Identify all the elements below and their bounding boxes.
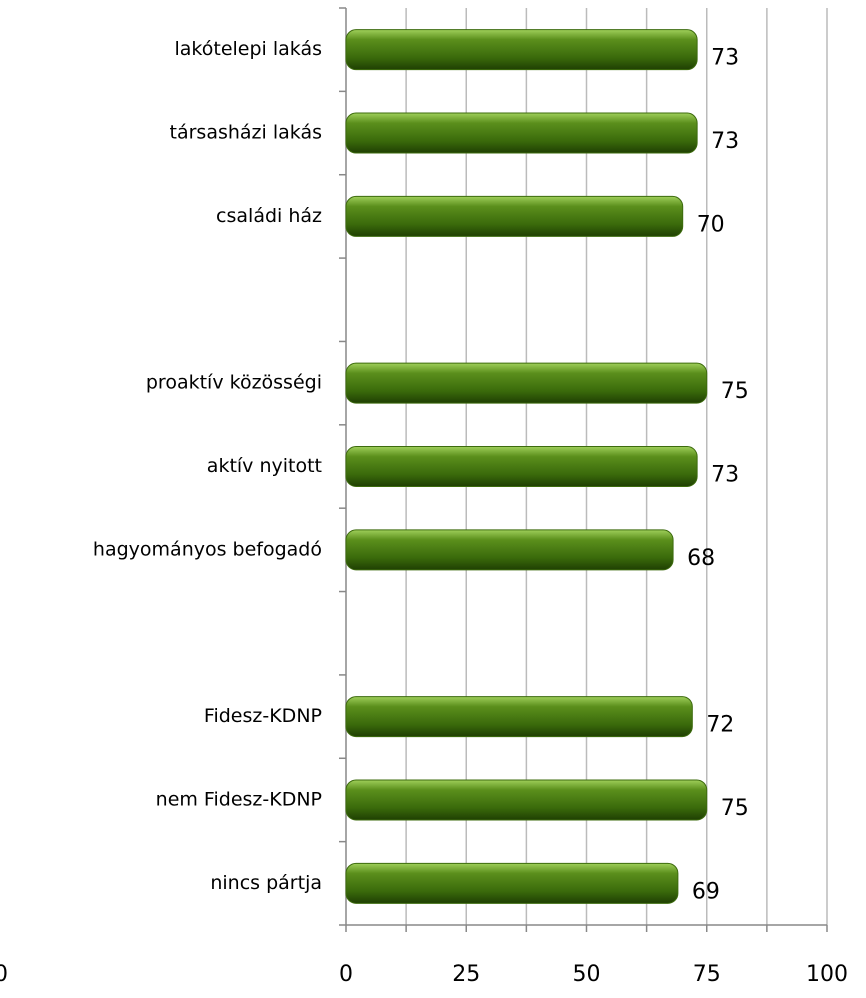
x-tick-label: 25 bbox=[452, 962, 480, 987]
value-label: 73 bbox=[711, 463, 739, 488]
y-tick-label: nincs pártja bbox=[210, 872, 322, 894]
x-tick-label: 0 bbox=[339, 962, 353, 987]
y-tick-label: aktív nyitott bbox=[207, 455, 322, 477]
value-label: 72 bbox=[706, 713, 734, 738]
bar bbox=[345, 112, 698, 154]
value-label: 73 bbox=[711, 129, 739, 154]
y-tick-label: proaktív közösségi bbox=[146, 372, 322, 394]
bar bbox=[345, 529, 674, 571]
bar bbox=[345, 195, 684, 237]
y-tick-label: lakótelepi lakás bbox=[175, 38, 323, 60]
x-tick-label: 75 bbox=[693, 962, 721, 987]
bar bbox=[345, 29, 698, 71]
y-tick-label: hagyományos befogadó bbox=[93, 538, 322, 560]
x-tick-label: 100 bbox=[806, 962, 848, 987]
bar bbox=[345, 696, 693, 738]
bar bbox=[345, 779, 708, 821]
value-label: 75 bbox=[721, 379, 749, 404]
bar bbox=[345, 862, 679, 904]
x-tick-label: 50 bbox=[573, 962, 601, 987]
value-label: 73 bbox=[711, 46, 739, 71]
y-tick-label: családi ház bbox=[216, 205, 322, 227]
value-label: 68 bbox=[687, 546, 715, 571]
y-tick-label: nem Fidesz-KDNP bbox=[156, 788, 322, 810]
y-tick-label: társasházi lakás bbox=[170, 122, 322, 144]
value-label: 69 bbox=[692, 879, 720, 904]
bar bbox=[345, 446, 698, 487]
annotation: 0 bbox=[0, 962, 8, 987]
bar bbox=[345, 362, 708, 404]
value-label: 75 bbox=[721, 796, 749, 821]
y-tick-label: Fidesz-KDNP bbox=[204, 705, 322, 727]
value-label: 70 bbox=[697, 212, 725, 237]
